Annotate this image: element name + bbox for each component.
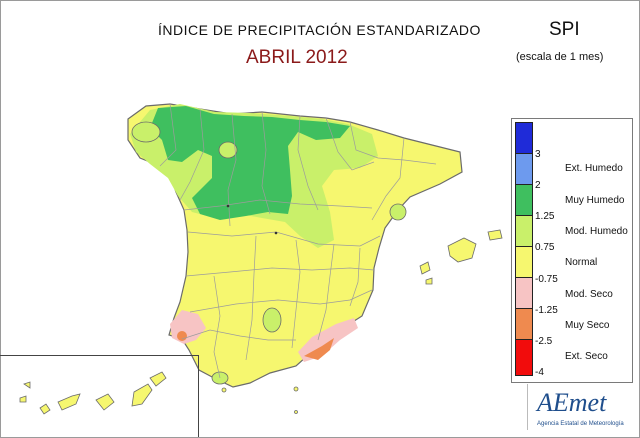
legend-swatch-normal-light (516, 216, 532, 247)
legend-swatch-muy-seco (516, 309, 532, 340)
canary-inset-frame (0, 355, 199, 437)
cadiz-muy-seco-spot (177, 331, 187, 341)
legend-swatch-mod-seco (516, 278, 532, 309)
map-title: ÍNDICE DE PRECIPITACIÓN ESTANDARIZADO (158, 22, 481, 38)
legend-label-muy-seco: Muy Seco (565, 320, 610, 331)
legend-tick: 1.25 (535, 211, 555, 222)
legend-label-mod-seco: Mod. Seco (565, 289, 613, 300)
map-period: ABRIL 2012 (246, 47, 348, 68)
legend: 3 2 1.25 0.75 -0.75 -1.25 -2.5 -4 Ext. H… (511, 118, 633, 383)
ibiza-island (419, 261, 431, 275)
aemet-logo: AEmet Agencia Estatal de Meteorología (527, 384, 632, 430)
north-muy-humedo-region (150, 106, 350, 220)
canary-island (39, 403, 51, 415)
canary-island (23, 381, 31, 389)
legend-swatch-ext-seco (516, 340, 532, 375)
legend-swatch-mod-humedo (516, 185, 532, 216)
station-dot (226, 204, 230, 208)
legend-tick: -0.75 (535, 274, 558, 285)
province-boundaries (159, 103, 437, 379)
legend-tick: -2.5 (535, 336, 553, 347)
legend-label-ext-humedo: Ext. Humedo (565, 163, 623, 174)
legend-swatch-ext-humedo (516, 123, 532, 154)
melilla-dot (293, 386, 299, 392)
canary-island (57, 393, 81, 411)
canary-island (131, 383, 153, 407)
formentera-island (425, 277, 433, 285)
canary-island (19, 395, 27, 403)
andalucia-mod-humedo-spot (262, 307, 282, 333)
canary-island (149, 371, 167, 387)
legend-swatch-muy-humedo (516, 154, 532, 185)
canary-islands (19, 371, 167, 415)
legend-tick: 0.75 (535, 242, 555, 253)
menorca-island (487, 229, 503, 241)
legend-label-muy-humedo: Muy Humedo (565, 195, 625, 206)
legend-swatch-normal (516, 247, 532, 278)
legend-label-mod-humedo: Mod. Humedo (565, 226, 628, 237)
leon-mod-humedo-spot (218, 141, 238, 159)
station-dot (274, 231, 278, 235)
scale-note: (escala de 1 mes) (516, 51, 604, 63)
canary-island (95, 393, 115, 411)
legend-tick: 3 (535, 149, 541, 160)
catalonia-mod-humedo-spot (389, 203, 407, 221)
legend-tick: 2 (535, 180, 541, 191)
legend-color-bar (515, 122, 533, 376)
aemet-logo-word: AEmet (537, 388, 607, 417)
legend-label-normal: Normal (565, 257, 598, 268)
legend-label-ext-seco: Ext. Seco (565, 351, 608, 362)
aemet-logo-tagline: Agencia Estatal de Meteorología (537, 421, 624, 427)
legend-tick: -4 (535, 367, 544, 378)
ceuta-dot (221, 387, 227, 393)
mallorca-island (447, 237, 477, 263)
almeria-muy-seco-region (304, 338, 334, 360)
index-code: SPI (549, 19, 580, 40)
galicia-mod-humedo-spot (131, 121, 161, 143)
legend-tick: -1.25 (535, 305, 558, 316)
alboran-dot (294, 410, 298, 414)
